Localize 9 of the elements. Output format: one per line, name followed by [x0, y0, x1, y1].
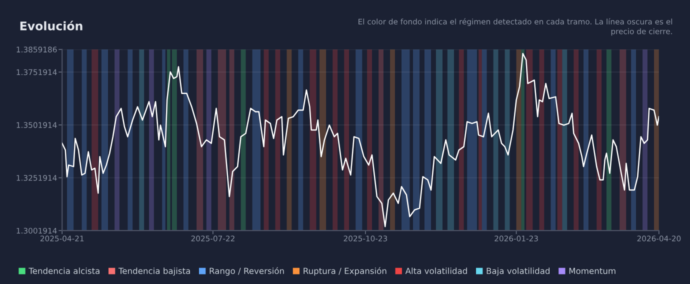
- line-series: [62, 52, 659, 228]
- legend-label: Alta volatilidad: [405, 268, 467, 274]
- legend-label: Ruptura / Expansión: [304, 267, 386, 276]
- legend-label: Baja volatilidad: [486, 268, 550, 276]
- legend-label: Rango / Reversión: [210, 267, 284, 276]
- legend-label: Tendencia bajista: [118, 268, 190, 276]
- legend-label: Momentum: [569, 268, 616, 274]
- legend-label: Tendencia alcista: [28, 268, 100, 274]
- chart-title: Evolución: [20, 20, 82, 30]
